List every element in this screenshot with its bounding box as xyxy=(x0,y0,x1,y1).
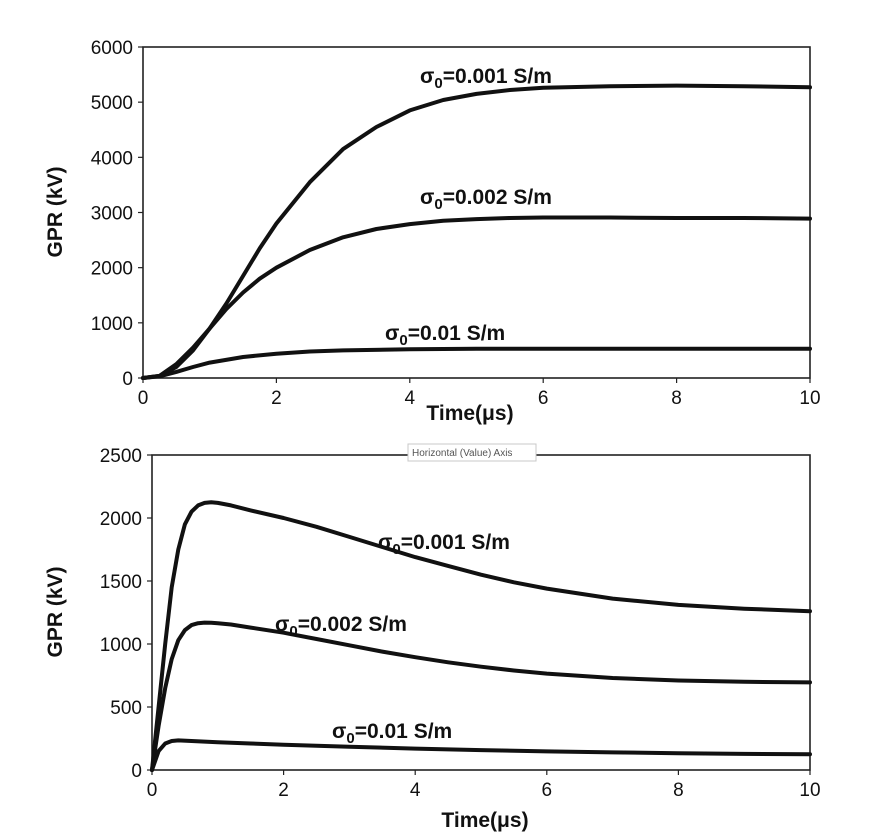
bottom-series-line-2 xyxy=(150,620,812,772)
top-x-axis-title: Time(μs) xyxy=(426,402,513,425)
top-series-line-2 xyxy=(141,215,812,380)
axis-tooltip-box xyxy=(407,443,537,462)
top-x-tick-label: 4 xyxy=(405,388,416,409)
bottom-y-tick-label: 500 xyxy=(110,698,142,719)
bottom-y-tick-label: 1000 xyxy=(100,635,142,656)
top-y-tick-label: 0 xyxy=(122,369,133,390)
bottom-y-tick-label: 2000 xyxy=(100,509,142,530)
bottom-y-tick-label: 2500 xyxy=(100,446,142,467)
top-x-tick-label: 2 xyxy=(271,388,282,409)
bottom-plot-frame xyxy=(151,454,811,771)
bottom-series-line-3 xyxy=(150,738,812,772)
bottom-x-tick-label: 4 xyxy=(410,780,421,801)
top-y-axis-title: GPR (kV) xyxy=(44,166,67,257)
top-y-tick-label: 4000 xyxy=(91,148,133,169)
bottom-y-tick-label: 1500 xyxy=(100,572,142,593)
top-series-label-2: σ0=0.002 S/m xyxy=(420,186,552,213)
top-x-tick-label: 0 xyxy=(138,388,149,409)
bottom-series-label-3: σ0=0.01 S/m xyxy=(332,720,452,747)
axis-tooltip: Horizontal (Value) Axis xyxy=(407,443,537,462)
top-series-line-3 xyxy=(141,346,812,380)
top-x-tick-label: 8 xyxy=(671,388,682,409)
bottom-y-tick-label: 0 xyxy=(131,761,142,782)
bottom-series-label-2: σ0=0.002 S/m xyxy=(275,613,407,640)
axis-tooltip-text: Horizontal (Value) Axis xyxy=(412,448,512,459)
top-series-label-3: σ0=0.01 S/m xyxy=(385,322,505,349)
bottom-x-axis-title: Time(μs) xyxy=(441,809,528,832)
top-series-label-1: σ0=0.001 S/m xyxy=(420,65,552,92)
chart-top: 0 2 4 6 8 10 0 1000 2000 3000 4000 5000 6000 Time(μs)… xyxy=(44,38,821,425)
bottom-x-tick-label: 0 xyxy=(147,780,158,801)
bottom-series-label-1: σ0=0.001 S/m xyxy=(378,531,510,558)
bottom-x-tick-label: 10 xyxy=(799,780,820,801)
top-x-tick-label: 10 xyxy=(799,388,820,409)
bottom-x-tick-label: 2 xyxy=(278,780,289,801)
top-y-tick-label: 3000 xyxy=(91,204,133,225)
chart-bottom: 0 2 4 6 8 10 0 500 1000 1500 2000 2500 Time(μs) GPR (… xyxy=(44,446,821,832)
top-x-tick-label: 6 xyxy=(538,388,549,409)
bottom-x-tick-label: 6 xyxy=(542,780,553,801)
top-y-tick-label: 1000 xyxy=(91,314,133,335)
bottom-x-tick-label: 8 xyxy=(673,780,684,801)
bottom-series-line-1 xyxy=(150,500,812,772)
top-y-tick-label: 5000 xyxy=(91,93,133,114)
top-y-tick-label: 6000 xyxy=(91,38,133,59)
top-y-tick-label: 2000 xyxy=(91,259,133,280)
bottom-y-axis-title: GPR (kV) xyxy=(44,566,67,657)
